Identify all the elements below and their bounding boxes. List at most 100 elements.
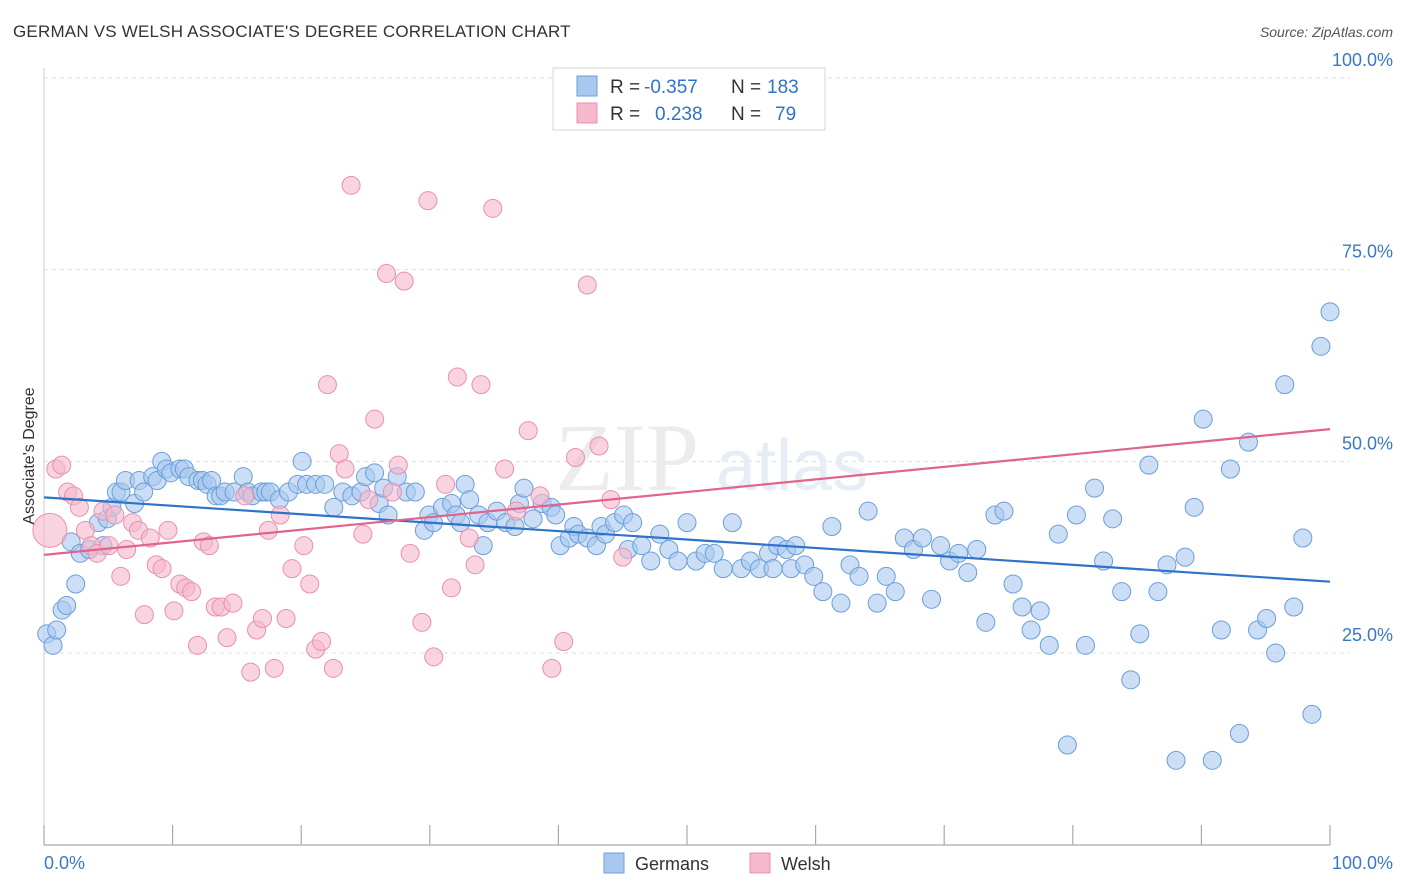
- germans-point: [922, 589, 942, 609]
- welsh-point: [223, 593, 243, 613]
- germans-point: [1030, 601, 1050, 621]
- germans-point: [822, 517, 842, 536]
- germans-point: [405, 482, 425, 502]
- germans-point: [1130, 624, 1150, 644]
- welsh-point: [412, 612, 432, 632]
- germans-point: [1229, 724, 1249, 743]
- germans-swatch: [576, 75, 598, 97]
- germans-point: [713, 559, 733, 579]
- welsh-n-value: 79: [775, 104, 796, 125]
- legend-welsh-swatch: [749, 852, 771, 874]
- points-layer: [32, 175, 1340, 770]
- germans-point: [365, 463, 385, 483]
- trend-layer: [43, 428, 1331, 583]
- welsh-point: [554, 632, 574, 651]
- germans-point: [1121, 670, 1141, 690]
- germans-point: [1039, 635, 1059, 655]
- welsh-point: [424, 647, 444, 667]
- welsh-point: [152, 559, 172, 579]
- stats-legend: R = -0.357 N = 183 R = 0.238 N = 79: [552, 67, 826, 131]
- germans-point: [976, 612, 996, 632]
- welsh-point: [341, 175, 361, 195]
- welsh-point: [32, 512, 68, 548]
- germans-point: [623, 513, 643, 533]
- watermark-atlas: atlas: [716, 426, 868, 506]
- germans-point: [1157, 555, 1177, 575]
- welsh-r-value: 0.238: [655, 104, 703, 125]
- welsh-point: [418, 191, 438, 211]
- germans-point: [1193, 409, 1213, 429]
- legend-welsh-label: Welsh: [781, 854, 831, 874]
- germans-point: [849, 566, 869, 586]
- welsh-point: [52, 455, 72, 475]
- welsh-point: [182, 582, 202, 602]
- germans-point: [1166, 750, 1186, 770]
- germans-point: [1021, 620, 1041, 640]
- germans-point: [677, 513, 697, 533]
- germans-point: [1066, 505, 1086, 525]
- source-label: Source: ZipAtlas.com: [1259, 24, 1393, 40]
- welsh-point: [199, 536, 219, 556]
- germans-point: [1012, 597, 1032, 617]
- welsh-point: [323, 658, 343, 678]
- welsh-point: [217, 628, 237, 648]
- germans-point: [885, 582, 905, 602]
- germans-point: [546, 505, 566, 525]
- welsh-point: [99, 536, 119, 556]
- germans-point: [813, 582, 833, 602]
- welsh-point: [69, 497, 89, 517]
- germans-point: [1057, 735, 1077, 755]
- welsh-swatch: [576, 102, 598, 124]
- germans-n-value: 183: [767, 77, 799, 98]
- germans-point: [912, 528, 932, 548]
- welsh-point: [117, 540, 137, 559]
- welsh-point: [495, 459, 515, 479]
- germans-point: [460, 490, 480, 510]
- welsh-point: [164, 601, 184, 621]
- welsh-point: [188, 635, 208, 655]
- germans-point: [66, 574, 86, 594]
- welsh-point: [394, 271, 414, 291]
- germans-point: [1112, 582, 1132, 602]
- germans-point: [292, 451, 312, 471]
- germans-point: [315, 474, 335, 494]
- chart-title: GERMAN VS WELSH ASSOCIATE'S DEGREE CORRE…: [13, 22, 571, 41]
- germans-point: [1175, 547, 1195, 567]
- bottom-legend: Germans Welsh: [603, 852, 831, 874]
- x-tick-label: 100.0%: [1332, 853, 1393, 873]
- y-axis-title: Associate's Degree: [21, 387, 38, 524]
- welsh-point: [252, 609, 272, 628]
- germans-point: [1148, 582, 1168, 602]
- germans-point: [47, 620, 67, 640]
- welsh-n-label: N =: [731, 104, 761, 125]
- axes: [43, 68, 1331, 846]
- gridlines: [44, 77, 1350, 654]
- welsh-point: [335, 459, 355, 479]
- welsh-point: [140, 528, 160, 548]
- germans-point: [858, 501, 878, 521]
- welsh-point: [483, 198, 503, 218]
- germans-point: [949, 543, 969, 563]
- welsh-point: [270, 505, 290, 525]
- welsh-point: [312, 632, 332, 651]
- welsh-point: [235, 486, 255, 506]
- legend-germans-swatch: [603, 852, 625, 874]
- welsh-point: [359, 490, 379, 510]
- germans-point: [1220, 459, 1240, 479]
- welsh-point: [388, 455, 408, 475]
- germans-point: [134, 482, 154, 502]
- welsh-point: [241, 662, 261, 682]
- welsh-point: [400, 543, 420, 563]
- welsh-point: [105, 505, 125, 525]
- germans-point: [1139, 455, 1159, 475]
- germans-point: [1257, 609, 1277, 628]
- germans-point: [641, 551, 661, 571]
- welsh-point: [382, 482, 402, 502]
- welsh-point: [158, 520, 178, 540]
- germans-point: [1048, 524, 1068, 544]
- watermark: ZIP atlas: [555, 404, 868, 511]
- germans-point: [1184, 497, 1204, 517]
- x-tick-label: 0.0%: [44, 853, 85, 873]
- germans-point: [523, 509, 543, 529]
- welsh-point: [276, 609, 296, 628]
